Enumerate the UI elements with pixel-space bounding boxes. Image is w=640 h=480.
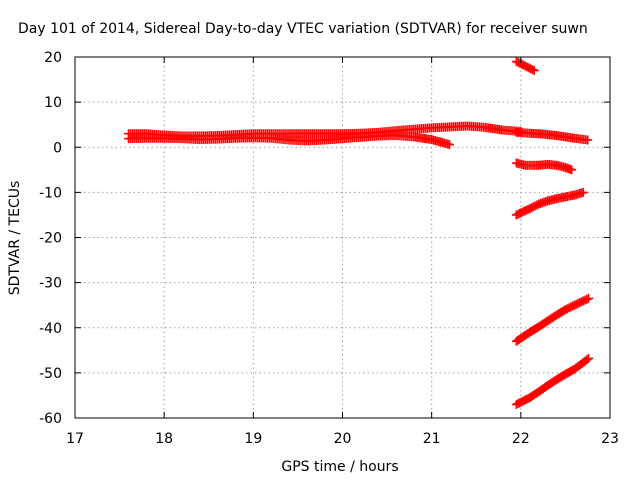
- data-point: [527, 65, 537, 75]
- y-tick-label: -30: [39, 276, 62, 292]
- y-tick-label: -10: [39, 185, 62, 201]
- x-tick-label: 17: [66, 431, 84, 447]
- x-tick-label: 21: [423, 431, 441, 447]
- x-axis-label: GPS time / hours: [281, 459, 398, 475]
- gridlines: [75, 57, 610, 418]
- plot-frame: [74, 56, 611, 419]
- y-tick-label: 0: [53, 140, 62, 156]
- series-6: [511, 293, 594, 346]
- y-tick-label: -60: [39, 411, 62, 427]
- x-tick-label: 22: [512, 431, 530, 447]
- series-3: [511, 127, 593, 145]
- y-tick-labels: -60 -50 -40 -30 -20 -10 0 10 20: [39, 50, 62, 427]
- data-point: [584, 353, 594, 363]
- x-tick-label: 23: [601, 431, 619, 447]
- data-point: [583, 135, 593, 145]
- series-5: [511, 187, 588, 220]
- x-tick-labels: 17 18 19 20 21 22 23: [66, 431, 619, 447]
- y-axis-label: SDTVAR / TECUs: [7, 181, 23, 296]
- data-point: [567, 165, 577, 175]
- series-1: [124, 131, 454, 150]
- data-point: [582, 294, 592, 304]
- y-tick-label: 10: [44, 95, 62, 111]
- y-tick-label: 20: [44, 50, 62, 66]
- data-point: [529, 66, 539, 76]
- x-tick-label: 19: [244, 431, 262, 447]
- data-marks: [124, 57, 594, 409]
- chart-title: Day 101 of 2014, Sidereal Day-to-day VTE…: [18, 21, 588, 37]
- series-2: [511, 57, 539, 76]
- data-point: [578, 187, 588, 197]
- series-4: [511, 158, 577, 175]
- x-tick-label: 18: [155, 431, 173, 447]
- y-tick-label: -50: [39, 366, 62, 382]
- data-point: [582, 355, 592, 365]
- data-point: [445, 140, 454, 150]
- x-tick-label: 20: [334, 431, 352, 447]
- y-tick-label: -40: [39, 321, 62, 337]
- y-tick-label: -20: [39, 231, 62, 247]
- series-7: [511, 353, 594, 409]
- data-point: [584, 293, 594, 303]
